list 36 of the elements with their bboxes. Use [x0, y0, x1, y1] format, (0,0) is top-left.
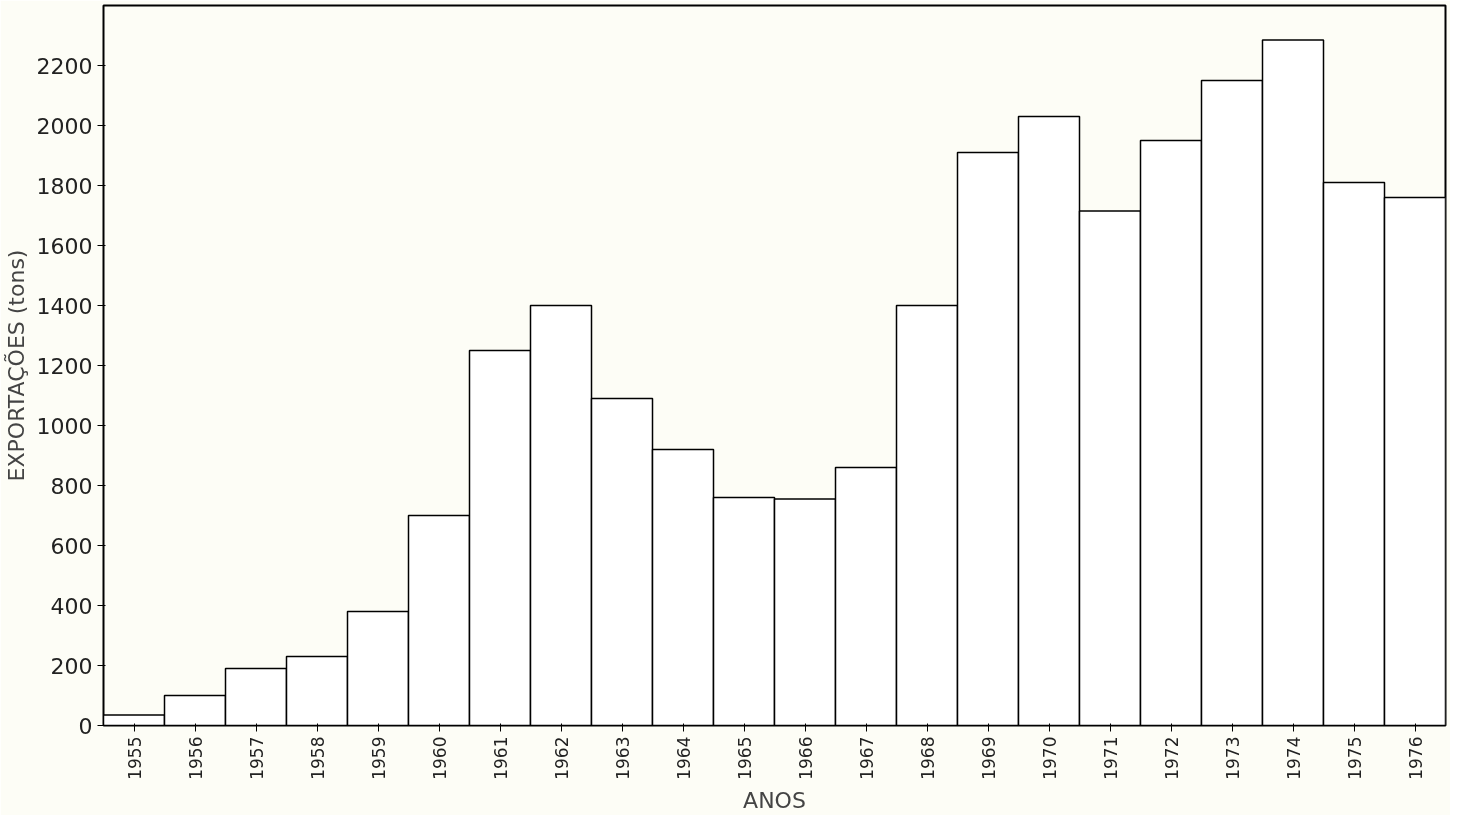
x-tick-label: 1968: [917, 736, 938, 780]
y-tick-label: 200: [50, 653, 93, 679]
x-tick-label: 1963: [612, 736, 633, 780]
x-tick-label: 1960: [429, 736, 450, 780]
x-tick-label: 1967: [856, 736, 877, 780]
y-tick-label: 1200: [36, 353, 93, 379]
y-tick-label: 400: [50, 593, 93, 619]
y-tick-label: 2200: [36, 53, 93, 79]
x-tick-label: 1970: [1039, 736, 1060, 780]
x-tick-label: 1975: [1344, 736, 1365, 780]
x-tick-label: 1966: [795, 736, 816, 780]
y-axis-title: EXPORTAÇÕES (tons): [2, 249, 29, 482]
x-tick-label: 1969: [978, 736, 999, 780]
x-tick-label: 1959: [368, 736, 389, 780]
y-tick-label: 600: [50, 533, 93, 559]
x-tick-label: 1976: [1405, 736, 1426, 780]
y-tick-label: 1600: [36, 233, 93, 259]
x-tick-label: 1955: [124, 736, 145, 780]
x-tick-label: 1961: [490, 736, 511, 780]
x-tick-label: 1965: [734, 736, 755, 780]
y-tick-label: 2000: [36, 113, 93, 139]
x-tick-label: 1972: [1161, 736, 1182, 780]
x-tick-label: 1971: [1100, 736, 1121, 780]
x-tick-label: 1957: [246, 736, 267, 780]
y-tick-label: 800: [50, 473, 93, 499]
x-tick-label: 1964: [673, 736, 694, 780]
y-tick-label: 0: [78, 713, 93, 739]
y-tick-label: 1000: [36, 413, 93, 439]
x-tick-label: 1962: [551, 736, 572, 780]
x-axis-title: ANOS: [743, 787, 806, 813]
x-tick-label: 1974: [1283, 736, 1304, 780]
y-tick-label: 1800: [36, 173, 93, 199]
x-tick-label: 1973: [1222, 736, 1243, 780]
y-tick-label: 1400: [36, 293, 93, 319]
x-tick-label: 1958: [307, 736, 328, 780]
x-tick-label: 1956: [185, 736, 206, 780]
